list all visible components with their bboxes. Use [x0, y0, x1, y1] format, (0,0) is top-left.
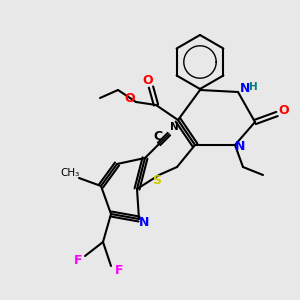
- Text: C: C: [153, 130, 163, 142]
- Text: N: N: [169, 122, 178, 132]
- Text: N: N: [240, 82, 250, 95]
- Text: F: F: [115, 265, 123, 278]
- Text: H: H: [249, 82, 257, 92]
- Text: O: O: [279, 104, 289, 118]
- Text: N: N: [235, 140, 245, 154]
- Text: CH₃: CH₃: [60, 168, 80, 178]
- Text: F: F: [74, 254, 82, 268]
- Text: N: N: [139, 217, 149, 230]
- Text: S: S: [152, 175, 161, 188]
- Text: O: O: [143, 74, 153, 88]
- Text: O: O: [125, 92, 135, 104]
